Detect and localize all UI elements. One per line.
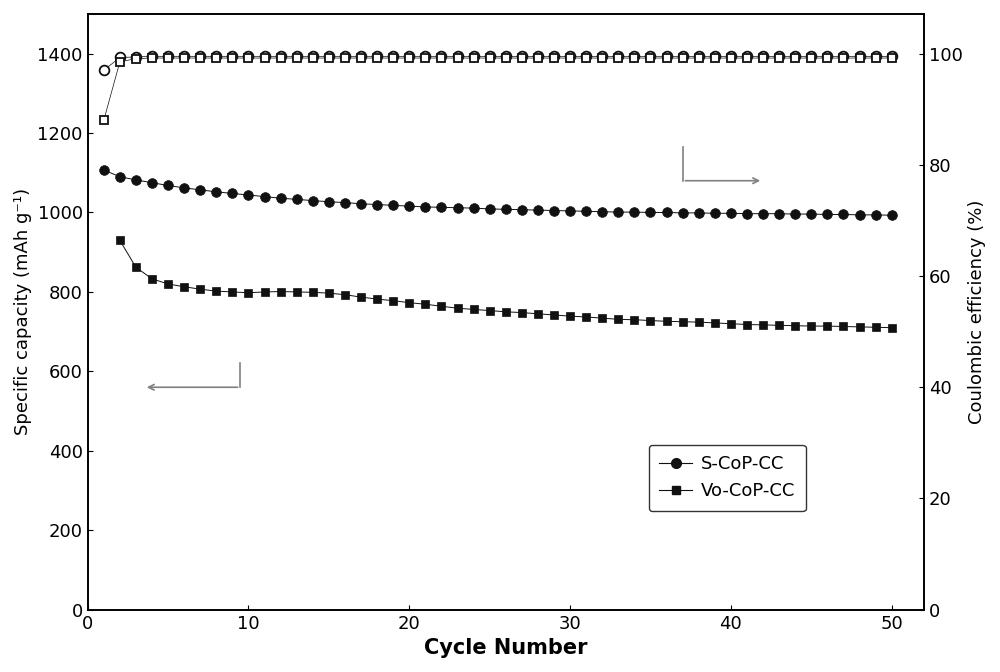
Legend: S-CoP-CC, Vo-CoP-CC: S-CoP-CC, Vo-CoP-CC [649, 445, 806, 511]
Y-axis label: Specific capacity (mAh g⁻¹): Specific capacity (mAh g⁻¹) [14, 188, 32, 435]
Y-axis label: Coulombic efficiency (%): Coulombic efficiency (%) [968, 200, 986, 424]
X-axis label: Cycle Number: Cycle Number [424, 638, 588, 658]
